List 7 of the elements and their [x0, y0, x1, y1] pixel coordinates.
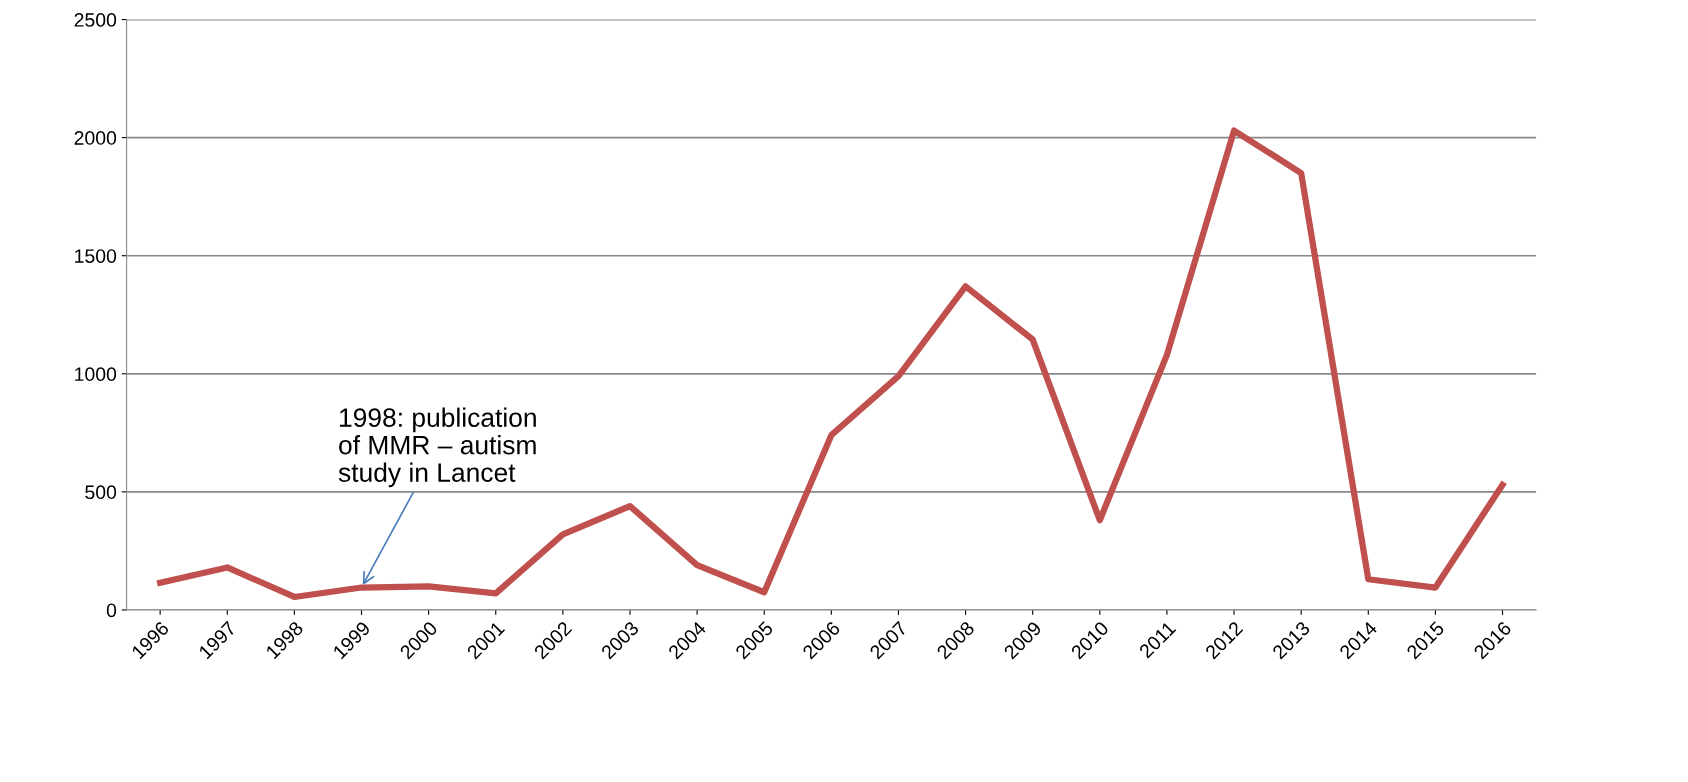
y-tick-label: 1500 — [75, 249, 117, 263]
y-tick-label: 2500 — [74, 13, 117, 27]
y-tick-label: 500 — [85, 485, 117, 500]
y-tick-label: 2000 — [74, 131, 117, 145]
y-tick-label: 1000 — [75, 367, 117, 382]
annotation: 1998: publication of MMR – autism study in Lancet — [338, 407, 536, 488]
y-tick-label: 0 — [106, 603, 117, 618]
